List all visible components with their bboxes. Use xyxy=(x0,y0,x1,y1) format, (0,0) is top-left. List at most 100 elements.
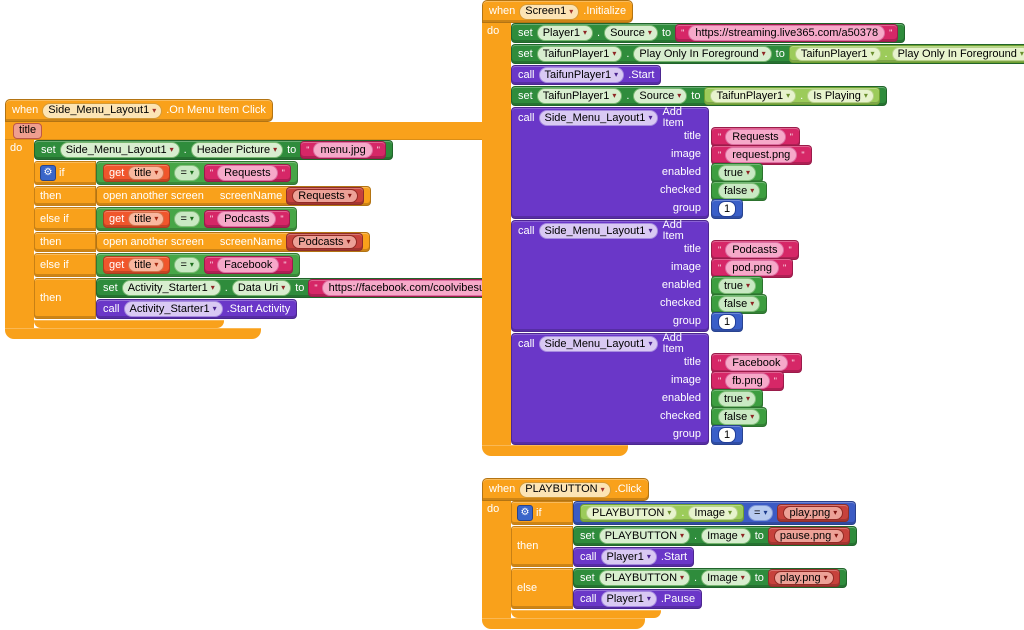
when-screen1-initialize-header[interactable]: when Screen1 ▾ .Initialize xyxy=(482,0,634,23)
text-stream-url[interactable]: " https://streaming.live365.com/a50378 " xyxy=(675,24,899,42)
dropdown-title[interactable]: title ▾ xyxy=(128,212,165,226)
dropdown-image[interactable]: Image ▾ xyxy=(701,528,751,544)
when-playbutton-click[interactable]: when PLAYBUTTON ▾ .Click do ⚙ if PLAYBUTTON ▾. Im… xyxy=(482,478,858,629)
text-facebook[interactable]: " Facebook " xyxy=(711,353,802,373)
equals-title-facebook[interactable]: get title ▾ = ▾ " Facebook " xyxy=(96,253,300,277)
dropdown-screen1[interactable]: Screen1 ▾ xyxy=(519,3,580,20)
dropdown-source[interactable]: Source ▾ xyxy=(604,25,658,41)
dropdown-playbutton[interactable]: PLAYBUTTON ▾ xyxy=(598,570,691,586)
dropdown-taifunplayer1[interactable]: TaifunPlayer1 ▾ xyxy=(710,89,797,103)
text-pod-png[interactable]: " pod.png " xyxy=(711,258,794,278)
dropdown-play-png[interactable]: play.png ▾ xyxy=(783,506,844,520)
dropdown-pause-png[interactable]: pause.png ▾ xyxy=(773,529,845,543)
dropdown-image[interactable]: Image ▾ xyxy=(688,506,739,520)
number-value[interactable]: 1 xyxy=(718,314,737,330)
dropdown-activity-starter1[interactable]: Activity_Starter1 ▾ xyxy=(123,301,223,317)
event-param-title[interactable]: title xyxy=(13,122,43,139)
text-podcasts[interactable]: " Podcasts " xyxy=(203,210,290,228)
get-playbutton-image[interactable]: PLAYBUTTON ▾. Image ▾ xyxy=(580,504,745,522)
call-activity-starter1-start-activity[interactable]: call Activity_Starter1 ▾ .Start Activity xyxy=(96,299,298,319)
equals-title-requests[interactable]: get title ▾ = ▾ " Requests " xyxy=(96,161,298,185)
call-player1-pause[interactable]: call Player1 ▾ .Pause xyxy=(573,589,703,609)
dropdown-is-playing[interactable]: Is Playing ▾ xyxy=(807,89,874,103)
when-screen1-initialize[interactable]: when Screen1 ▾ .Initialize do set Player1 ▾. Sou… xyxy=(482,0,1024,456)
dropdown-side-menu-layout1[interactable]: Side_Menu_Layout1 ▾ xyxy=(538,223,659,239)
equals-title-podcasts[interactable]: get title ▾ = ▾ " Podcasts " xyxy=(96,207,297,231)
get-title[interactable]: get title ▾ xyxy=(103,164,171,182)
text-requests[interactable]: " Requests " xyxy=(203,164,291,182)
text-value-pod-png[interactable]: pod.png xyxy=(725,260,779,276)
dropdown-title[interactable]: title ▾ xyxy=(128,166,165,180)
dropdown-activity-starter1[interactable]: Activity_Starter1 ▾ xyxy=(121,280,221,296)
dropdown-false[interactable]: false ▾ xyxy=(718,296,761,312)
dropdown-side-menu-layout1[interactable]: Side_Menu_Layout1 ▾ xyxy=(538,336,659,352)
mutator-gear-icon[interactable]: ⚙ xyxy=(517,505,533,521)
dropdown-player1[interactable]: Player1 ▾ xyxy=(536,25,593,41)
dropdown-source[interactable]: Source ▾ xyxy=(633,88,688,104)
text-request-png[interactable]: " request.png " xyxy=(711,145,812,165)
open-another-screen-podcasts[interactable]: open another screen screenName Podcasts ▾ xyxy=(96,232,370,252)
text-value-requests[interactable]: Requests xyxy=(725,129,786,145)
number-1[interactable]: 1 xyxy=(711,199,744,219)
text-menu-jpg[interactable]: " menu.jpg " xyxy=(300,141,386,159)
dropdown-taifunplayer1[interactable]: TaifunPlayer1 ▾ xyxy=(538,67,625,83)
dropdown-side-menu-layout1[interactable]: Side_Menu_Layout1 ▾ xyxy=(42,102,163,119)
dropdown-image[interactable]: Image ▾ xyxy=(701,570,751,586)
dropdown-taifunplayer1[interactable]: TaifunPlayer1 ▾ xyxy=(536,88,623,104)
text-fb-png[interactable]: " fb.png " xyxy=(711,371,784,391)
dropdown-playbutton[interactable]: PLAYBUTTON ▾ xyxy=(586,506,678,520)
text-value-request-png[interactable]: request.png xyxy=(725,147,798,163)
text-facebook-url[interactable]: "https://facebook.com/coolvibesuk" xyxy=(308,279,511,297)
logic-false[interactable]: false ▾ xyxy=(711,407,768,427)
dropdown-player1[interactable]: Player1 ▾ xyxy=(600,591,657,607)
if-playbutton-image[interactable]: ⚙ if PLAYBUTTON ▾. Image ▾ = ▾ play.png ▾ then set P… xyxy=(511,501,858,618)
dropdown-play-only-in-foreground[interactable]: Play Only In Foreground ▾ xyxy=(633,46,772,62)
dropdown-podcasts[interactable]: Podcasts ▾ xyxy=(292,235,357,249)
set-side-menu-layout1-header-picture[interactable]: set Side_Menu_Layout1 ▾. Header Picture ▾ to "… xyxy=(34,140,393,160)
dropdown-true[interactable]: true ▾ xyxy=(718,391,756,407)
mutator-gear-icon[interactable]: ⚙ xyxy=(40,165,56,181)
number-value[interactable]: 1 xyxy=(718,427,737,443)
dropdown-taifunplayer1[interactable]: TaifunPlayer1 ▾ xyxy=(536,46,623,62)
dropdown-requests[interactable]: Requests ▾ xyxy=(292,189,358,203)
dropdown-x[interactable]: = ▾ xyxy=(174,165,200,181)
get-title[interactable]: get title ▾ xyxy=(103,256,171,274)
text-value-podcasts[interactable]: Podcasts xyxy=(725,242,785,258)
get-taifunplayer1-is-playing[interactable]: TaifunPlayer1 ▾. Is Playing ▾ xyxy=(704,87,880,105)
asset-pause-png[interactable]: pause.png ▾ xyxy=(767,527,851,545)
dropdown-title[interactable]: title ▾ xyxy=(128,258,165,272)
dropdown-player1[interactable]: Player1 ▾ xyxy=(600,549,657,565)
call-add-item-facebook[interactable]: call Side_Menu_Layout1 ▾ Add Item title " Face… xyxy=(511,333,802,445)
get-title[interactable]: get title ▾ xyxy=(103,210,171,228)
asset-play-png[interactable]: play.png ▾ xyxy=(767,569,840,587)
set-activity-starter1-data-uri[interactable]: set Activity_Starter1 ▾. Data Uri ▾ to " https:… xyxy=(96,278,518,298)
dropdown-false[interactable]: false ▾ xyxy=(718,409,761,425)
dropdown-side-menu-layout1[interactable]: Side_Menu_Layout1 ▾ xyxy=(538,110,659,126)
text-value-menu-jpg[interactable]: menu.jpg xyxy=(313,142,373,158)
equals-image-play-png[interactable]: PLAYBUTTON ▾. Image ▾ = ▾ play.png ▾ xyxy=(573,501,857,525)
screen-name-requests[interactable]: Requests ▾ xyxy=(286,187,364,205)
text-value-https-facebook-com-coolvibesuk[interactable]: https://facebook.com/coolvibesuk xyxy=(321,280,498,296)
dropdown-play-only-in-foreground[interactable]: Play Only In Foreground ▾ xyxy=(891,47,1024,61)
text-value-podcasts[interactable]: Podcasts xyxy=(217,211,277,227)
when-side-menu-layout1-on-menu-item-click[interactable]: when Side_Menu_Layout1 ▾ .On Menu Item Clic… xyxy=(5,99,518,339)
logic-true[interactable]: true ▾ xyxy=(711,163,763,183)
when-playbutton-click-header[interactable]: when PLAYBUTTON ▾ .Click xyxy=(482,478,649,501)
logic-false[interactable]: false ▾ xyxy=(711,294,768,314)
open-another-screen-requests[interactable]: open another screen screenName Requests ▾ xyxy=(96,186,371,206)
set-playbutton-image-pause[interactable]: set PLAYBUTTON ▾. Image ▾ to pause.png ▾ xyxy=(573,526,858,546)
logic-false[interactable]: false ▾ xyxy=(711,181,768,201)
text-podcasts[interactable]: " Podcasts " xyxy=(711,240,799,260)
set-player1-source[interactable]: set Player1 ▾. Source ▾ to " https://streaming.… xyxy=(511,23,906,43)
dropdown-data-uri[interactable]: Data Uri ▾ xyxy=(231,280,292,296)
dropdown-side-menu-layout1[interactable]: Side_Menu_Layout1 ▾ xyxy=(59,142,180,158)
get-taifunplayer1-play-only-in-foreground[interactable]: TaifunPlayer1 ▾. Play Only In Foreground ▾ xyxy=(788,45,1024,63)
dropdown-taifunplayer1[interactable]: TaifunPlayer1 ▾ xyxy=(794,47,881,61)
if-title-dispatch[interactable]: ⚙ if get title ▾ = ▾ " Requests " then open another… xyxy=(34,161,518,328)
logic-true[interactable]: true ▾ xyxy=(711,389,763,409)
number-value[interactable]: 1 xyxy=(718,201,737,217)
call-player1-start[interactable]: call Player1 ▾ .Start xyxy=(573,547,695,567)
dropdown-header-picture[interactable]: Header Picture ▾ xyxy=(190,142,284,158)
when-side-menu-layout1-on-menu-item-click-header[interactable]: when Side_Menu_Layout1 ▾ .On Menu Item Clic… xyxy=(5,99,273,122)
